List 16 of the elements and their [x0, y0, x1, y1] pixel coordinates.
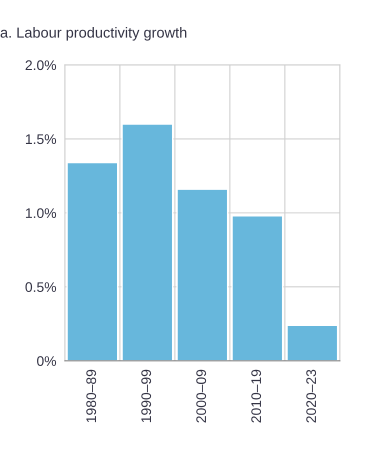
x-tick-label: 2000–09 — [196, 370, 206, 422]
y-tick-label: 1.0% — [26, 208, 56, 218]
x-tick-label: 2010–19 — [251, 370, 262, 422]
bar — [176, 188, 228, 361]
x-tick-label: 1980–89 — [86, 370, 96, 422]
x-tick-label: 2020–23 — [306, 370, 316, 422]
bar — [121, 123, 174, 361]
x-tick-label: 1990–99 — [141, 370, 152, 422]
chart-title: a. Labour productivity growth — [0, 27, 186, 41]
bar — [231, 215, 284, 361]
y-tick-label: 0.5% — [25, 282, 56, 292]
y-tick-label: 2.0% — [26, 60, 56, 70]
bar — [286, 324, 338, 361]
y-tick-label: 0% — [37, 356, 56, 366]
y-tick-label: 1.5% — [26, 134, 56, 144]
bar — [66, 162, 118, 361]
